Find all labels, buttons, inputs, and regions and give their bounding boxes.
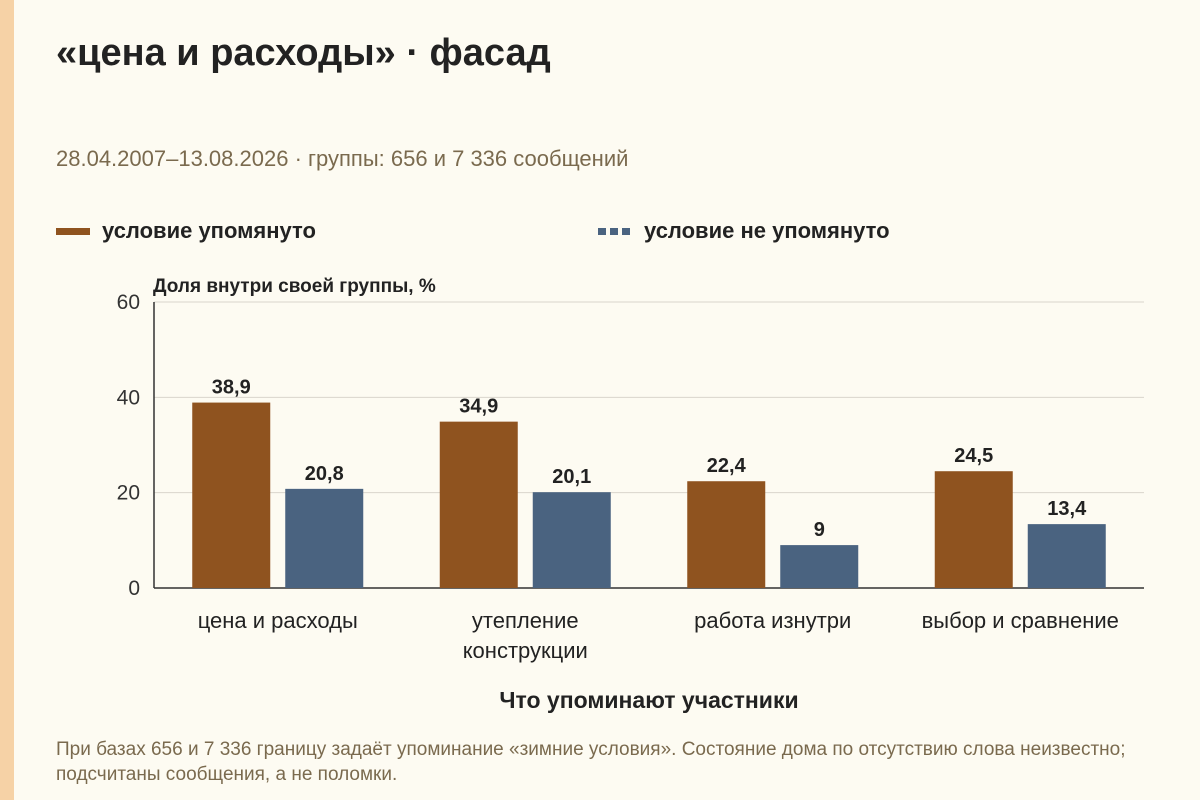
y-tick-label: 0 bbox=[128, 577, 140, 600]
page-subtitle: 28.04.2007–13.08.2026 · группы: 656 и 7 … bbox=[56, 146, 629, 171]
bar-value-label: 22,4 bbox=[707, 455, 747, 477]
y-tick-label: 20 bbox=[117, 482, 140, 505]
x-tick-label: утепление bbox=[472, 608, 579, 633]
legend-item-mentioned: условие упомянуто bbox=[56, 218, 316, 244]
legend-swatch-mentioned bbox=[56, 227, 90, 235]
page-title: «цена и расходы» · фасад bbox=[56, 32, 551, 74]
bar-value-label: 20,8 bbox=[305, 463, 344, 485]
bar-not-mentioned bbox=[1027, 524, 1106, 588]
x-tick-label: конструкции bbox=[463, 638, 588, 663]
y-axis-label: Доля внутри своей группы, % bbox=[153, 276, 436, 297]
x-axis-label: Что упоминают участники bbox=[499, 687, 798, 713]
bar-mentioned bbox=[439, 421, 518, 588]
bar-value-label: 34,9 bbox=[459, 396, 498, 418]
footnote: При базах 656 и 7 336 границу задаёт упо… bbox=[56, 739, 1126, 785]
y-tick-label: 60 bbox=[117, 291, 140, 314]
x-tick-label: цена и расходы bbox=[198, 608, 358, 633]
bar-not-mentioned bbox=[285, 488, 364, 588]
bar-value-label: 9 bbox=[814, 519, 825, 541]
legend-swatch-not-mentioned bbox=[598, 227, 632, 235]
bar-mentioned bbox=[192, 402, 271, 588]
bar-mentioned bbox=[687, 481, 766, 588]
side-accent-strip bbox=[0, 0, 14, 800]
legend-label-mentioned: условие упомянуто bbox=[102, 218, 316, 243]
legend-label-not-mentioned: условие не упомянуто bbox=[644, 218, 890, 243]
bar-value-label: 38,9 bbox=[212, 377, 251, 399]
bar-value-label: 20,1 bbox=[552, 466, 591, 488]
bar-not-mentioned bbox=[780, 545, 859, 588]
bar-mentioned bbox=[934, 471, 1013, 588]
bar-not-mentioned bbox=[532, 492, 611, 588]
x-tick-label: выбор и сравнение bbox=[922, 608, 1119, 633]
legend-item-not-mentioned: условие не упомянуто bbox=[598, 218, 890, 244]
x-tick-label: работа изнутри bbox=[694, 608, 851, 633]
bar-value-label: 13,4 bbox=[1047, 498, 1087, 520]
y-tick-label: 40 bbox=[117, 386, 140, 409]
bar-value-label: 24,5 bbox=[954, 445, 993, 467]
